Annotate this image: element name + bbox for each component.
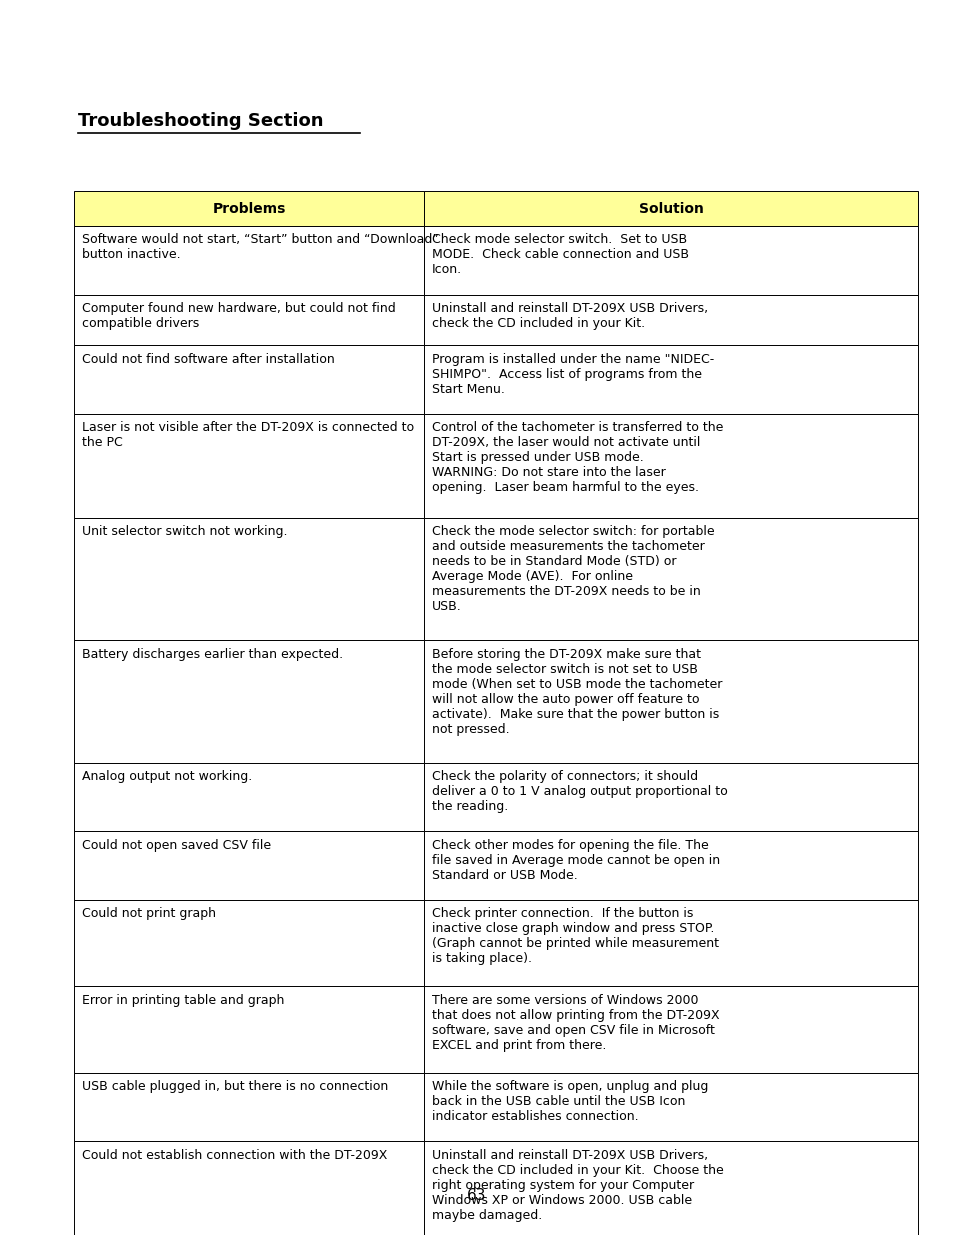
- Bar: [424, 986, 917, 1072]
- Text: Software would not start, “Start” button and “Download”
button inactive.: Software would not start, “Start” button…: [82, 233, 438, 262]
- Bar: [424, 295, 917, 346]
- Bar: [74, 831, 424, 899]
- Bar: [74, 191, 424, 226]
- Bar: [74, 641, 424, 763]
- Bar: [424, 641, 917, 763]
- Text: There are some versions of Windows 2000
that does not allow printing from the DT: There are some versions of Windows 2000 …: [432, 993, 719, 1051]
- Text: Laser is not visible after the DT-209X is connected to
the PC: Laser is not visible after the DT-209X i…: [82, 421, 414, 450]
- Bar: [424, 763, 917, 831]
- Text: Computer found new hardware, but could not find
compatible drivers: Computer found new hardware, but could n…: [82, 303, 395, 330]
- Text: Uninstall and reinstall DT-209X USB Drivers,
check the CD included in your Kit.: Uninstall and reinstall DT-209X USB Driv…: [432, 303, 707, 330]
- Text: Analog output not working.: Analog output not working.: [82, 771, 252, 783]
- Bar: [74, 1141, 424, 1235]
- Bar: [74, 519, 424, 641]
- Text: Battery discharges earlier than expected.: Battery discharges earlier than expected…: [82, 648, 343, 661]
- Text: While the software is open, unplug and plug
back in the USB cable until the USB : While the software is open, unplug and p…: [432, 1079, 708, 1123]
- Bar: [424, 519, 917, 641]
- Text: Check mode selector switch.  Set to USB
MODE.  Check cable connection and USB
Ic: Check mode selector switch. Set to USB M…: [432, 233, 688, 277]
- Bar: [74, 986, 424, 1072]
- Bar: [424, 899, 917, 987]
- Bar: [424, 414, 917, 519]
- Bar: [74, 346, 424, 414]
- Bar: [424, 346, 917, 414]
- Bar: [74, 414, 424, 519]
- Text: Solution: Solution: [638, 201, 702, 216]
- Bar: [74, 763, 424, 831]
- Text: 63: 63: [467, 1188, 486, 1203]
- Bar: [74, 1072, 424, 1141]
- Text: Program is installed under the name "NIDEC-
SHIMPO".  Access list of programs fr: Program is installed under the name "NID…: [432, 353, 714, 395]
- Text: Before storing the DT-209X make sure that
the mode selector switch is not set to: Before storing the DT-209X make sure tha…: [432, 648, 721, 736]
- Text: Error in printing table and graph: Error in printing table and graph: [82, 993, 284, 1007]
- Text: Could not open saved CSV file: Could not open saved CSV file: [82, 839, 271, 852]
- Bar: [424, 831, 917, 899]
- Text: Troubleshooting Section: Troubleshooting Section: [78, 111, 323, 130]
- Text: Check the polarity of connectors; it should
deliver a 0 to 1 V analog output pro: Check the polarity of connectors; it sho…: [432, 771, 727, 813]
- Text: Could not establish connection with the DT-209X: Could not establish connection with the …: [82, 1149, 387, 1162]
- Text: Problems: Problems: [213, 201, 286, 216]
- Text: Uninstall and reinstall DT-209X USB Drivers,
check the CD included in your Kit. : Uninstall and reinstall DT-209X USB Driv…: [432, 1149, 723, 1221]
- Text: Could not print graph: Could not print graph: [82, 908, 215, 920]
- Text: Unit selector switch not working.: Unit selector switch not working.: [82, 526, 287, 538]
- Text: Check the mode selector switch: for portable
and outside measurements the tachom: Check the mode selector switch: for port…: [432, 526, 714, 614]
- Text: Could not find software after installation: Could not find software after installati…: [82, 353, 335, 366]
- Bar: [424, 1072, 917, 1141]
- Bar: [74, 295, 424, 346]
- Bar: [424, 191, 917, 226]
- Bar: [74, 226, 424, 295]
- Text: USB cable plugged in, but there is no connection: USB cable plugged in, but there is no co…: [82, 1079, 388, 1093]
- Text: Check other modes for opening the file. The
file saved in Average mode cannot be: Check other modes for opening the file. …: [432, 839, 720, 882]
- Text: Check printer connection.  If the button is
inactive close graph window and pres: Check printer connection. If the button …: [432, 908, 719, 965]
- Bar: [74, 899, 424, 987]
- Text: Control of the tachometer is transferred to the
DT-209X, the laser would not act: Control of the tachometer is transferred…: [432, 421, 722, 494]
- Bar: [424, 1141, 917, 1235]
- Bar: [424, 226, 917, 295]
